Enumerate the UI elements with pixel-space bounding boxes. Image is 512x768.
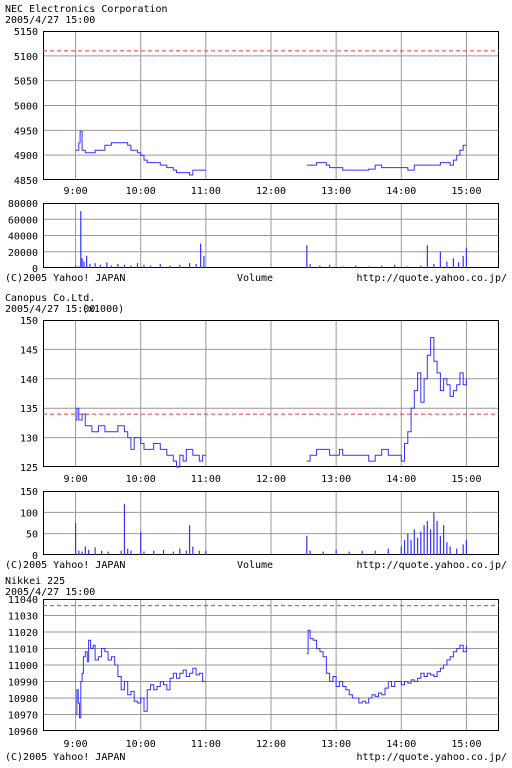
y-tick-label: 4850 [14, 176, 38, 187]
y-tick-label: 100 [20, 508, 38, 519]
y-tick-label: 5100 [14, 52, 38, 63]
price-series-line [75, 639, 206, 719]
chart-timestamp: 2005/4/27 15:00 [5, 15, 95, 26]
chart-title: NEC Electronics Corporation [5, 4, 168, 15]
price-series-line [75, 407, 206, 468]
y-tick-label: 10970 [8, 711, 38, 722]
x-tick-label: 13:00 [321, 474, 351, 485]
chart-title: Nikkei 225 [5, 576, 65, 587]
plot-frame [43, 320, 499, 467]
y-tick-label: 135 [20, 404, 38, 415]
price-series-line [306, 629, 467, 704]
volume-label: Volume [237, 560, 273, 571]
copyright-text: (C)2005 Yahoo! JAPAN [5, 560, 125, 571]
x-tick-label: 14:00 [386, 739, 416, 750]
x-tick-label: 11:00 [191, 474, 221, 485]
x-tick-label: 11:00 [191, 186, 221, 197]
y-tick-label: 80000 [8, 199, 38, 210]
x-tick-label: 9:00 [64, 474, 88, 485]
x-tick-label: 12:00 [256, 474, 286, 485]
price-series-line [75, 130, 206, 176]
chart-timestamp: 2005/4/27 15:00 [5, 304, 95, 315]
x-tick-label: 13:00 [321, 739, 351, 750]
price-series-line [306, 337, 467, 462]
source-url: http://quote.yahoo.co.jp/ [356, 273, 507, 284]
copyright-text: (C)2005 Yahoo! JAPAN [5, 752, 125, 763]
y-tick-label: 0 [32, 264, 38, 275]
plot-frame [43, 599, 499, 731]
y-tick-label: 145 [20, 345, 38, 356]
x-tick-label: 15:00 [451, 739, 481, 750]
y-tick-label: 20000 [8, 248, 38, 259]
y-tick-label: 50 [26, 530, 38, 541]
x-tick-label: 15:00 [451, 186, 481, 197]
y-tick-label: 130 [20, 434, 38, 445]
x-tick-label: 13:00 [321, 186, 351, 197]
y-tick-label: 0 [32, 551, 38, 562]
x-tick-label: 9:00 [64, 739, 88, 750]
x-tick-label: 12:00 [256, 186, 286, 197]
y-tick-label: 60000 [8, 215, 38, 226]
x-tick-label: 10:00 [126, 474, 156, 485]
y-tick-label: 10960 [8, 727, 38, 738]
volume-label: Volume [237, 273, 273, 284]
y-tick-label: 4900 [14, 151, 38, 162]
copyright-text: (C)2005 Yahoo! JAPAN [5, 273, 125, 284]
x-tick-label: 11:00 [191, 739, 221, 750]
x-tick-label: 14:00 [386, 474, 416, 485]
chart-panel: Canopus Co.Ltd.2005/4/27 15:00(x1000) 150… [5, 293, 507, 571]
y-tick-label: 11000 [8, 661, 38, 672]
x-tick-label: 9:00 [64, 186, 88, 197]
x-tick-label: 10:00 [126, 186, 156, 197]
y-tick-label: 5150 [14, 27, 38, 38]
price-series-line [306, 144, 467, 171]
y-tick-label: 10980 [8, 694, 38, 705]
chart-timestamp: 2005/4/27 15:00 [5, 587, 95, 598]
x-tick-label: 14:00 [386, 186, 416, 197]
source-url: http://quote.yahoo.co.jp/ [356, 560, 507, 571]
y-tick-label: 4950 [14, 126, 38, 137]
y-tick-label: 40000 [8, 232, 38, 243]
x-tick-label: 15:00 [451, 474, 481, 485]
x-tick-label: 10:00 [126, 739, 156, 750]
y-tick-label: 125 [20, 463, 38, 474]
plot-frame [43, 203, 499, 268]
y-tick-label: 10990 [8, 678, 38, 689]
chart-title: Canopus Co.Ltd. [5, 293, 95, 304]
y-tick-label: 5000 [14, 102, 38, 113]
plot-frame [43, 31, 499, 180]
y-tick-label: 140 [20, 375, 38, 386]
y-tick-label: 11010 [8, 645, 38, 656]
y-tick-label: 5050 [14, 77, 38, 88]
y-tick-label: 11040 [8, 595, 38, 606]
unit-label: (x1000) [82, 304, 124, 315]
y-tick-label: 150 [20, 316, 38, 327]
x-tick-label: 12:00 [256, 739, 286, 750]
y-tick-label: 11020 [8, 628, 38, 639]
y-tick-label: 150 [20, 487, 38, 498]
y-tick-label: 11030 [8, 612, 38, 623]
plot-frame [43, 491, 499, 555]
source-url: http://quote.yahoo.co.jp/ [356, 752, 507, 763]
